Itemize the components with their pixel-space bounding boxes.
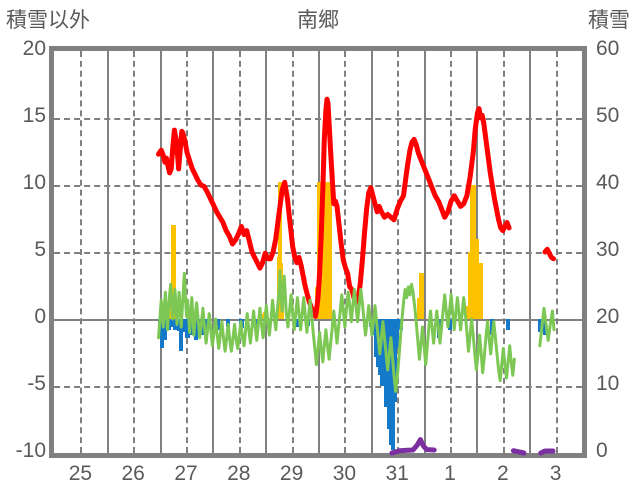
- precip-bar-snow: [215, 319, 220, 330]
- precip-bar-snow: [447, 319, 453, 330]
- precip-bar-nonsnow: [419, 273, 424, 319]
- y-axis-right-tick-60: 60: [596, 37, 620, 60]
- series-line-気温: [156, 96, 556, 319]
- precip-bar-nonsnow: [260, 313, 265, 319]
- x-axis-tick-1: 1: [444, 462, 456, 485]
- precip-bar-snow: [505, 319, 511, 330]
- precip-bar-snow: [392, 319, 398, 403]
- y-axis-left-tick--5: -5: [27, 372, 46, 395]
- precip-bar-snow: [395, 319, 400, 349]
- y-axis-left-tick--10: -10: [15, 439, 46, 462]
- precip-bar-nonsnow: [277, 182, 283, 319]
- y-axis-right-tick-30: 30: [596, 238, 620, 261]
- gridline-zero: [54, 319, 582, 321]
- y-axis-right-tick-20: 20: [596, 305, 620, 328]
- x-axis-tick-3: 3: [549, 462, 562, 485]
- precip-bar-snow: [204, 319, 209, 326]
- y-axis-left-tick-20: 20: [22, 37, 46, 60]
- precip-bar-snow: [537, 319, 542, 333]
- lines-layer: [156, 96, 556, 456]
- x-axis-tick-30: 30: [332, 462, 357, 485]
- precip-bar-nonsnow: [327, 182, 332, 319]
- plot-area: [49, 46, 587, 458]
- precip-bar-snow: [162, 319, 167, 341]
- precip-bar-nonsnow: [478, 262, 483, 319]
- left-axis-unit-label: 積雪以外: [6, 9, 90, 32]
- y-axis-right-tick-50: 50: [596, 104, 620, 127]
- y-axis-left-tick-0: 0: [34, 305, 46, 328]
- y-axis-right-tick-0: 0: [596, 439, 608, 462]
- x-axis-tick-25: 25: [68, 462, 93, 485]
- precip-bar-nonsnow: [474, 238, 479, 319]
- x-axis-tick-29: 29: [279, 462, 304, 485]
- right-axis-unit-label: 積雪: [588, 9, 630, 32]
- y-axis-left-tick-5: 5: [34, 238, 46, 261]
- plot-inner: [54, 51, 582, 456]
- gridline-value--5: [54, 386, 582, 388]
- x-axis-tick-31: 31: [385, 462, 409, 485]
- series-line-風速: [157, 269, 556, 393]
- precip-bar-snow: [179, 319, 184, 352]
- precip-bar-snow: [185, 319, 190, 338]
- x-axis-tick-2: 2: [496, 462, 509, 485]
- x-axis-tick-26: 26: [121, 462, 145, 485]
- y-axis-left-tick-15: 15: [22, 104, 46, 127]
- x-axis-tick-27: 27: [174, 462, 198, 485]
- series-line-積雪深: [389, 437, 556, 456]
- chart-title: 南郷: [297, 9, 339, 32]
- gridline-value-15: [54, 118, 582, 120]
- precip-bar-snow: [294, 319, 300, 328]
- y-axis-right-tick-40: 40: [596, 171, 620, 194]
- y-axis-left-tick-10: 10: [22, 171, 46, 194]
- y-axis-right-tick-10: 10: [596, 372, 620, 395]
- x-axis-tick-28: 28: [227, 462, 251, 485]
